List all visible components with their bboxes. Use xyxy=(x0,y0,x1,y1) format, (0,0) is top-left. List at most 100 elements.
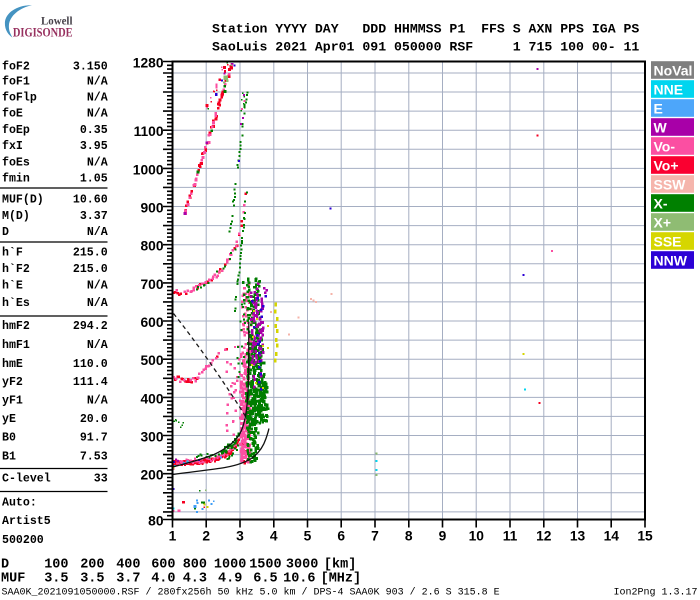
svg-text:X+: X+ xyxy=(654,215,672,231)
svg-text:200: 200 xyxy=(140,468,163,483)
svg-text:NNE: NNE xyxy=(654,82,684,98)
svg-text:Artist5: Artist5 xyxy=(2,515,51,528)
svg-text:80: 80 xyxy=(148,514,164,529)
svg-text:400: 400 xyxy=(116,557,140,572)
svg-text:33: 33 xyxy=(94,473,108,486)
svg-text:4.0: 4.0 xyxy=(151,571,175,586)
svg-text:6: 6 xyxy=(337,529,345,544)
svg-text:fmin: fmin xyxy=(2,173,30,186)
svg-text:1100: 1100 xyxy=(134,124,164,139)
svg-text:20.0: 20.0 xyxy=(80,413,108,426)
svg-text:B0: B0 xyxy=(2,432,16,445)
svg-text:Vo-: Vo- xyxy=(654,139,676,155)
svg-text:[km]: [km] xyxy=(324,557,356,572)
svg-text:SSW: SSW xyxy=(654,177,687,193)
svg-text:foE: foE xyxy=(2,108,23,121)
svg-text:yF1: yF1 xyxy=(2,395,23,408)
svg-text:215.0: 215.0 xyxy=(73,246,108,259)
svg-text:fxI: fxI xyxy=(2,140,23,153)
svg-text:N/A: N/A xyxy=(87,157,108,170)
svg-text:1.05: 1.05 xyxy=(80,173,108,186)
svg-text:2: 2 xyxy=(202,529,210,544)
svg-text:W: W xyxy=(654,120,668,136)
svg-text:N/A: N/A xyxy=(87,76,108,89)
svg-text:SaoLuis 2021 Apr01 091 050000: SaoLuis 2021 Apr01 091 050000 RSF 1 715 … xyxy=(212,39,639,54)
svg-text:11: 11 xyxy=(503,529,518,544)
svg-text:N/A: N/A xyxy=(87,108,108,121)
svg-text:X-: X- xyxy=(654,196,668,212)
svg-text:SSE: SSE xyxy=(654,234,682,250)
svg-text:DIGISONDE: DIGISONDE xyxy=(13,26,73,40)
svg-text:1000: 1000 xyxy=(214,557,246,572)
svg-text:h`E: h`E xyxy=(2,279,23,292)
svg-text:3: 3 xyxy=(236,529,244,544)
svg-text:foFlp: foFlp xyxy=(2,92,37,105)
svg-text:[MHz]: [MHz] xyxy=(321,571,362,586)
svg-text:N/A: N/A xyxy=(87,279,108,292)
svg-text:hmF2: hmF2 xyxy=(2,320,30,333)
svg-text:yF2: yF2 xyxy=(2,376,23,389)
svg-text:N/A: N/A xyxy=(87,395,108,408)
svg-text:10.60: 10.60 xyxy=(73,193,108,206)
svg-text:111.4: 111.4 xyxy=(73,376,108,389)
svg-text:Station YYYY DAY DDD HHMMSS: Station YYYY DAY DDD HHMMSS P1 FFS S AXN… xyxy=(212,22,639,37)
svg-text:hmF1: hmF1 xyxy=(2,339,30,352)
svg-text:3.37: 3.37 xyxy=(80,210,108,223)
svg-text:Vo+: Vo+ xyxy=(654,158,679,174)
svg-text:foF1: foF1 xyxy=(2,76,30,89)
svg-text:N/A: N/A xyxy=(87,297,108,310)
svg-text:h`F2: h`F2 xyxy=(2,263,30,276)
svg-text:800: 800 xyxy=(140,239,163,254)
svg-text:1500: 1500 xyxy=(249,557,281,572)
svg-text:5: 5 xyxy=(304,529,312,544)
svg-text:SAA0K_2021091050000.RSF / 280f: SAA0K_2021091050000.RSF / 280fx256h 50 k… xyxy=(2,586,500,598)
svg-text:3.7: 3.7 xyxy=(116,571,140,586)
svg-text:600: 600 xyxy=(151,557,175,572)
svg-text:foF2: foF2 xyxy=(2,60,30,73)
svg-text:3000: 3000 xyxy=(286,557,318,572)
svg-text:C-level: C-level xyxy=(2,473,51,486)
svg-text:7: 7 xyxy=(371,529,379,544)
svg-text:MUF: MUF xyxy=(1,571,25,586)
svg-text:1: 1 xyxy=(169,529,177,544)
svg-text:91.7: 91.7 xyxy=(80,432,108,445)
svg-text:N/A: N/A xyxy=(87,339,108,352)
svg-text:B1: B1 xyxy=(2,451,16,464)
svg-text:N/A: N/A xyxy=(87,226,108,239)
svg-text:foEs: foEs xyxy=(2,157,30,170)
svg-text:900: 900 xyxy=(140,201,163,216)
svg-text:N/A: N/A xyxy=(87,92,108,105)
svg-text:1000: 1000 xyxy=(133,162,164,177)
svg-text:4: 4 xyxy=(270,529,278,544)
svg-text:400: 400 xyxy=(140,391,163,406)
svg-text:3.150: 3.150 xyxy=(73,60,108,73)
svg-text:100: 100 xyxy=(44,557,68,572)
svg-text:12: 12 xyxy=(536,529,552,544)
svg-text:NoVal: NoVal xyxy=(654,63,693,79)
svg-text:3.5: 3.5 xyxy=(80,571,104,586)
svg-text:294.2: 294.2 xyxy=(73,320,108,333)
svg-text:600: 600 xyxy=(140,315,163,330)
svg-text:yE: yE xyxy=(2,413,16,426)
svg-text:Auto:: Auto: xyxy=(2,497,37,510)
svg-text:foEp: foEp xyxy=(2,124,30,137)
svg-text:hmE: hmE xyxy=(2,358,23,371)
svg-text:10.6: 10.6 xyxy=(283,571,315,586)
svg-text:Ion2Png 1.3.17: Ion2Png 1.3.17 xyxy=(613,587,697,598)
svg-text:200: 200 xyxy=(80,557,104,572)
svg-text:D: D xyxy=(1,557,9,572)
svg-text:D: D xyxy=(2,226,9,239)
svg-text:h`Es: h`Es xyxy=(2,297,30,310)
svg-text:300: 300 xyxy=(140,430,163,445)
svg-text:NNW: NNW xyxy=(654,253,688,269)
svg-text:7.53: 7.53 xyxy=(80,451,108,464)
svg-text:9: 9 xyxy=(439,529,447,544)
svg-text:MUF(D): MUF(D) xyxy=(2,193,44,206)
svg-text:15: 15 xyxy=(637,529,653,544)
svg-text:Lowell: Lowell xyxy=(41,14,73,28)
svg-text:E: E xyxy=(654,101,663,117)
svg-text:215.0: 215.0 xyxy=(73,263,108,276)
svg-text:6.5: 6.5 xyxy=(253,571,277,586)
svg-text:4.9: 4.9 xyxy=(218,571,242,586)
svg-text:0.35: 0.35 xyxy=(80,124,108,137)
